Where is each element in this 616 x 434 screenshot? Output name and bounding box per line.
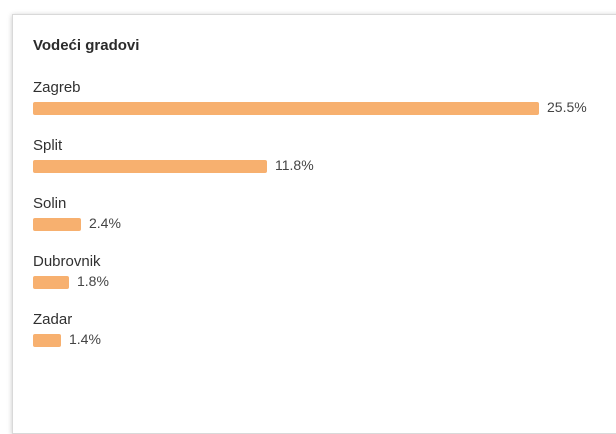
card-title: Vodeći gradovi xyxy=(33,37,140,54)
city-row-split: Split 11.8% xyxy=(33,137,593,179)
city-share-bar xyxy=(33,276,69,289)
city-share-label: 1.4% xyxy=(69,331,101,347)
city-name: Zadar xyxy=(33,311,73,328)
city-share-label: 1.8% xyxy=(77,273,109,289)
city-name: Solin xyxy=(33,195,67,212)
city-row-solin: Solin 2.4% xyxy=(33,195,593,237)
city-share-bar xyxy=(33,218,81,231)
city-share-bar xyxy=(33,334,61,347)
city-share-label: 25.5% xyxy=(547,99,587,115)
city-name: Dubrovnik xyxy=(33,253,101,270)
city-name: Split xyxy=(33,137,63,154)
city-share-label: 11.8% xyxy=(275,157,314,173)
city-row-dubrovnik: Dubrovnik 1.8% xyxy=(33,253,593,295)
city-share-bar xyxy=(33,160,267,173)
top-cities-card: Vodeći gradovi Zagreb 25.5% Split 11.8% … xyxy=(12,14,616,434)
city-row-zadar: Zadar 1.4% xyxy=(33,311,593,353)
city-name: Zagreb xyxy=(33,79,81,96)
city-share-bar xyxy=(33,102,539,115)
city-share-label: 2.4% xyxy=(89,215,121,231)
city-row-zagreb: Zagreb 25.5% xyxy=(33,79,593,121)
